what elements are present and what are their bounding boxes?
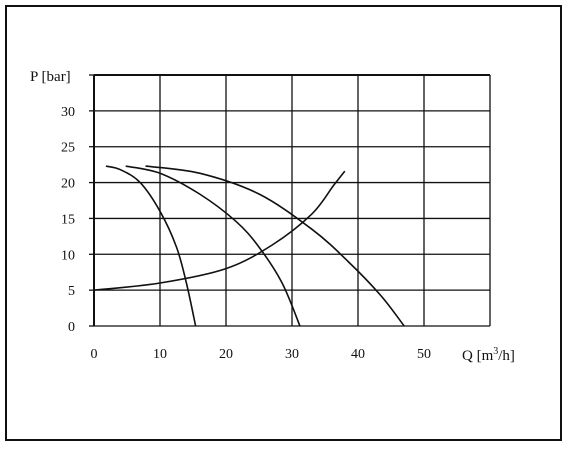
series-line-2: [125, 165, 301, 327]
tick-layer: 0 10 20 30 40 50 0 5 10 15 20 25 30: [61, 105, 431, 362]
series-line-4: [93, 170, 346, 291]
grid-layer: [89, 74, 491, 327]
series-line-3: [145, 165, 405, 327]
x-axis-label-prefix: Q [m: [462, 348, 494, 364]
y-tick-label-5: 5: [68, 284, 75, 299]
y-axis-label: P [bar]: [30, 69, 71, 85]
x-tick-label-20: 20: [219, 347, 233, 362]
x-axis-label-suffix: /h]: [498, 348, 515, 364]
x-axis-label-sup: 3: [493, 346, 498, 357]
y-tick-label-30: 30: [61, 105, 75, 120]
x-tick-label-50: 50: [417, 347, 431, 362]
curve-layer: [93, 165, 405, 327]
x-tick-label-40: 40: [351, 347, 365, 362]
y-tick-label-0: 0: [68, 320, 75, 335]
x-tick-label-10: 10: [153, 347, 167, 362]
chart-frame: [5, 5, 562, 441]
x-axis-label: Q [m3/h]: [462, 346, 515, 364]
y-tick-label-20: 20: [61, 177, 75, 192]
x-tick-label-30: 30: [285, 347, 299, 362]
series-line-1: [105, 165, 197, 327]
y-tick-label-15: 15: [61, 212, 75, 227]
x-tick-label-0: 0: [91, 347, 98, 362]
y-tick-label-10: 10: [61, 248, 75, 263]
y-tick-label-25: 25: [61, 141, 75, 156]
